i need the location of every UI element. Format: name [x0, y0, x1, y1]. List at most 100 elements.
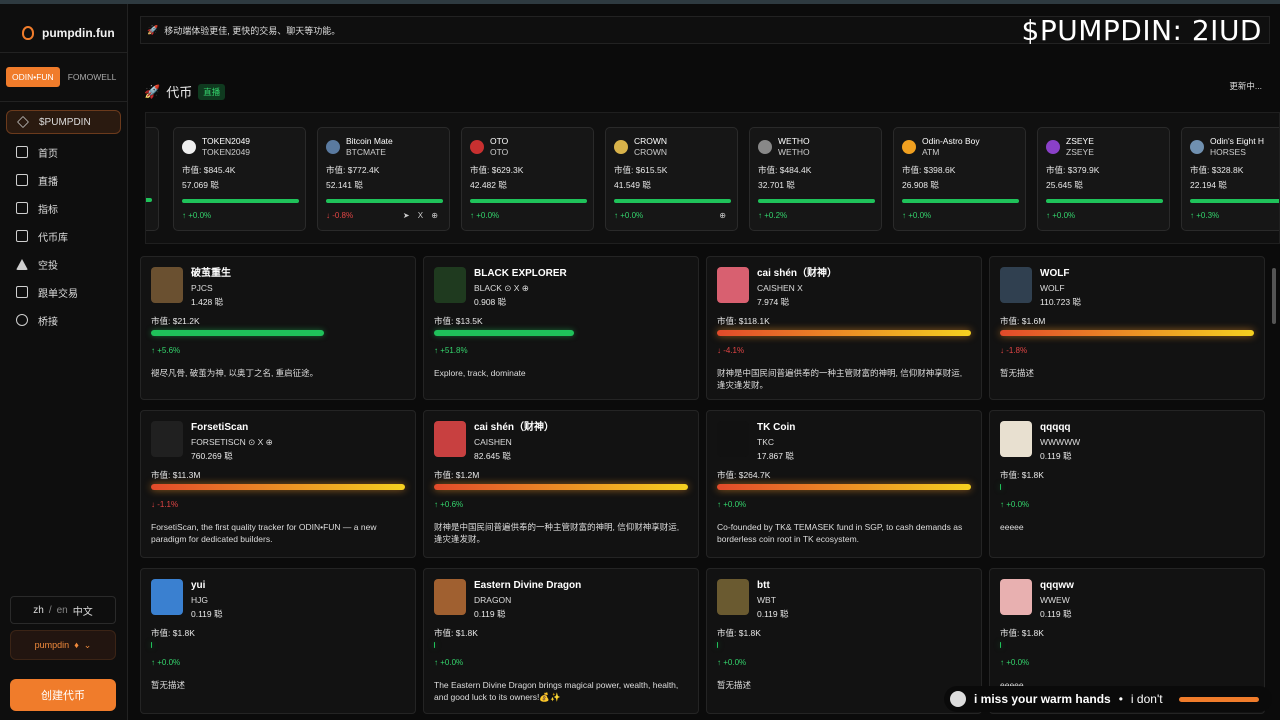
- social-icons[interactable]: X: [797, 283, 803, 293]
- lang-en[interactable]: en: [56, 604, 68, 616]
- holdings: 0.119 聪: [1040, 609, 1072, 619]
- social-icons[interactable]: ⊙ X ⊕: [504, 283, 529, 293]
- token-names: WETHO WETHO: [778, 136, 810, 158]
- token-card[interactable]: ForsetiScan FORSETISCN ⊙ X ⊕ 760.269 聪市值: …: [140, 410, 416, 558]
- token-name: ForsetiScan: [191, 422, 249, 433]
- progress-bar: [1190, 199, 1279, 203]
- token-symbol: WWWWW: [1040, 437, 1081, 447]
- token-description: eeeee: [1000, 522, 1024, 532]
- token-description: 暂无描述: [717, 680, 752, 690]
- nav-item-2[interactable]: 直播: [6, 166, 121, 194]
- market-cap: 市值: $629.3K: [470, 165, 524, 175]
- card-header: Eastern Divine Dragon DRAGON 0.119 聪: [434, 579, 688, 621]
- social-icons[interactable]: ➤ X ⊕: [402, 211, 441, 220]
- tab-odin-fun[interactable]: ODIN•FUN: [6, 67, 60, 87]
- token-name: TOKEN2049: [202, 136, 251, 146]
- token-ticker[interactable]: TOKEN2049 TOKEN2049 市值: $845.4K 57.069 聪 ↑ +…: [145, 112, 1280, 244]
- holdings: 41.549 聪: [614, 180, 651, 190]
- price-change: ↑ +0.0%: [151, 658, 181, 667]
- rocket-icon: 🚀: [144, 83, 161, 99]
- market-cap: 市值: $845.4K: [182, 165, 236, 175]
- ticker-card[interactable]: Odin's Eight H HORSES 市值: $328.8K 22.194 聪 ↑…: [1181, 127, 1279, 231]
- market-cap: 市值: $328.8K: [1190, 165, 1244, 175]
- token-card[interactable]: cai shén（财神） CAISHEN X 7.974 聪市值: $118.1K ↓…: [706, 256, 982, 400]
- token-card[interactable]: Eastern Divine Dragon DRAGON 0.119 聪市值: $…: [423, 568, 699, 714]
- flame-icon: ♦: [74, 640, 79, 650]
- main-nav: $PUMPDIN 首页 直播 指标代币库空投 跟单交易 桥接: [0, 110, 127, 334]
- token-symbol: CAISHEN: [474, 437, 512, 447]
- divider: [0, 101, 127, 102]
- token-card[interactable]: TK Coin TKC 17.867 聪市值: $264.7K ↑ +0.0% Co-…: [706, 410, 982, 558]
- token-card[interactable]: btt WBT 0.119 聪市值: $1.8K ↑ +0.0% 暂无描述: [706, 568, 982, 714]
- ticker-card[interactable]: CROWN CROWN 市值: $615.5K 41.549 聪 ↑ +0.0% ⊕: [605, 127, 738, 231]
- token-symbol-row: DRAGON: [474, 593, 581, 607]
- token-card[interactable]: qqqqq WWWWW 0.119 聪市值: $1.8K ↑ +0.0% eeeee: [989, 410, 1265, 558]
- token-info: BLACK EXPLORER BLACK ⊙ X ⊕ 0.908 聪: [474, 267, 567, 309]
- ticker-head: WETHO WETHO: [758, 136, 873, 158]
- token-symbol: BTCMATE: [346, 147, 386, 157]
- playback-progress[interactable]: [1178, 696, 1259, 702]
- token-name: yui: [191, 580, 206, 591]
- token-symbol-row: WWEW: [1040, 593, 1074, 607]
- chevron-down-icon: ⌄: [83, 639, 92, 650]
- nav-item-5[interactable]: 空投: [6, 250, 121, 278]
- token-info: WOLF WOLF 110.723 聪: [1040, 267, 1081, 309]
- token-description: 财神是中国民间普遍供奉的一种主管财富的神明, 信仰财神享财运, 逢灾逢发财。: [717, 368, 963, 390]
- token-name: WOLF: [1040, 268, 1070, 279]
- home-icon: [16, 146, 28, 158]
- token-card[interactable]: yui HJG 0.119 聪市值: $1.8K ↑ +0.0% 暂无描述: [140, 568, 416, 714]
- token-description: Co-founded by TK& TEMASEK fund in SGP, t…: [717, 522, 963, 544]
- ticker-card-partial[interactable]: [146, 127, 159, 231]
- music-player[interactable]: i miss your warm hands • i don't: [944, 686, 1272, 712]
- language-switch[interactable]: zh / en 中文: [10, 596, 116, 624]
- progress-bar: [717, 642, 718, 648]
- token-card[interactable]: BLACK EXPLORER BLACK ⊙ X ⊕ 0.908 聪市值: $13.…: [423, 256, 699, 400]
- top-edge: [0, 0, 1280, 4]
- price-change: ↑ +0.0%: [434, 658, 464, 667]
- progress-bar: [151, 330, 324, 336]
- ticker-card[interactable]: TOKEN2049 TOKEN2049 市值: $845.4K 57.069 聪 ↑ +…: [173, 127, 306, 231]
- token-symbol-row: BLACK ⊙ X ⊕: [474, 281, 567, 295]
- ticker-card[interactable]: WETHO WETHO 市值: $484.4K 32.701 聪 ↑ +0.2%: [749, 127, 882, 231]
- nav-item-0[interactable]: $PUMPDIN: [6, 110, 121, 134]
- price-change: ↑ +0.2%: [758, 211, 788, 220]
- ticker-card[interactable]: OTO OTO 市值: $629.3K 42.482 聪 ↑ +0.0%: [461, 127, 594, 231]
- nav-item-1[interactable]: 首页: [6, 138, 121, 166]
- nav-item-6[interactable]: 跟单交易: [6, 278, 121, 306]
- price-change: ↓ -4.1%: [717, 346, 745, 355]
- ticker-head: Odin's Eight H HORSES: [1190, 136, 1279, 158]
- card-header: cai shén（财神） CAISHEN 82.645 聪: [434, 421, 688, 463]
- scrollbar[interactable]: [1272, 268, 1276, 324]
- holdings: 7.974 聪: [757, 297, 790, 307]
- change-row: ↑ +0.0%: [470, 211, 585, 220]
- ticker-card[interactable]: Odin-Astro Boy ATM 市值: $398.6K 26.908 聪 ↑ +0…: [893, 127, 1026, 231]
- brand[interactable]: pumpdin.fun: [0, 4, 127, 48]
- create-token-button[interactable]: 创建代币: [10, 679, 116, 711]
- price-change: ↑ +0.0%: [902, 211, 932, 220]
- progress-bar: [717, 484, 971, 490]
- social-icons[interactable]: ⊙ X ⊕: [248, 437, 273, 447]
- nav-item-7[interactable]: 桥接: [6, 306, 121, 334]
- token-card[interactable]: WOLF WOLF 110.723 聪市值: $1.6M ↓ -1.8% 暂无描述: [989, 256, 1265, 400]
- tab-fomowell[interactable]: FOMOWELL: [67, 72, 117, 82]
- notice-text: 移动端体验更佳, 更快的交易、聊天等功能。: [164, 25, 341, 36]
- token-card[interactable]: 破茧重生 PJCS 1.428 聪市值: $21.2K ↑ +5.6% 褪尽凡骨, 破…: [140, 256, 416, 400]
- nav-item-3[interactable]: 指标: [6, 194, 121, 222]
- token-description: ForsetiScan, the first quality tracker f…: [151, 522, 377, 544]
- social-icons[interactable]: ⊕: [719, 211, 729, 220]
- token-symbol: WOLF: [1040, 283, 1065, 293]
- price-change: ↓ -1.8%: [1000, 346, 1028, 355]
- nav-item-4[interactable]: 代币库: [6, 222, 121, 250]
- lang-zh[interactable]: zh: [33, 604, 44, 616]
- nav-label: 代币库: [38, 232, 68, 244]
- token-logo-icon: [758, 140, 772, 154]
- ticker-card[interactable]: ZSEYE ZSEYE 市值: $379.9K 25.645 聪 ↑ +0.0%: [1037, 127, 1170, 231]
- progress-bar: [717, 330, 971, 336]
- wallet-dropdown[interactable]: pumpdin ♦ ⌄: [10, 630, 116, 660]
- token-card[interactable]: cai shén（财神） CAISHEN 82.645 聪市值: $1.2M ↑ +…: [423, 410, 699, 558]
- ticker-card[interactable]: Bitcoin Mate BTCMATE 市值: $772.4K 52.141 聪 ↓ …: [317, 127, 450, 231]
- card-header: BLACK EXPLORER BLACK ⊙ X ⊕ 0.908 聪: [434, 267, 688, 309]
- change-row: ↑ +0.2%: [758, 211, 873, 220]
- token-logo-icon: [902, 140, 916, 154]
- market-cap: 市值: $1.8K: [1000, 628, 1044, 638]
